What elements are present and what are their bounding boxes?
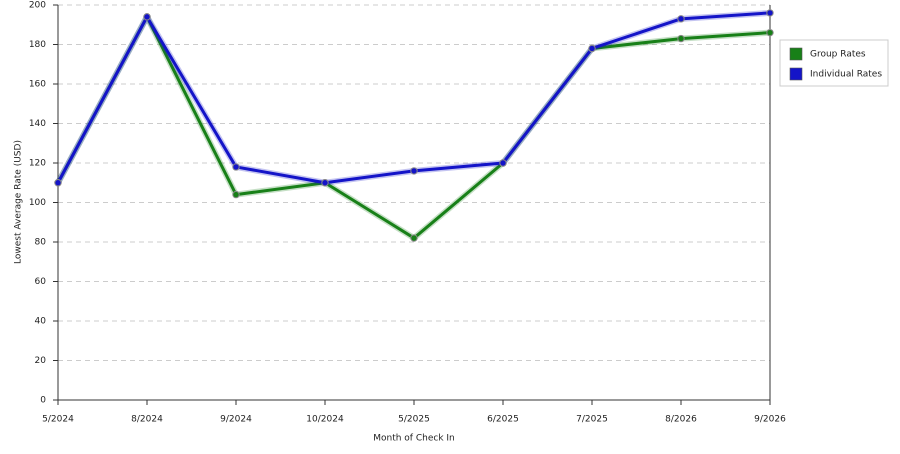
y-tick-label: 160 (29, 80, 46, 90)
y-tick-label: 60 (35, 277, 47, 287)
legend-swatch (789, 67, 803, 81)
legend-swatch (789, 47, 803, 61)
y-tick-label: 80 (35, 238, 47, 248)
y-tick-label: 40 (35, 317, 47, 327)
point (677, 34, 685, 43)
legend-label: Group Rates (810, 50, 866, 60)
point (321, 179, 329, 187)
x-tick-label: 5/2025 (398, 415, 430, 425)
x-tick-label: 9/2024 (220, 415, 252, 425)
y-tick-label: 180 (29, 40, 46, 50)
y-tick-label: 200 (29, 1, 46, 11)
point (588, 44, 596, 53)
point (410, 167, 418, 175)
point (766, 9, 774, 17)
x-tick-label: 5/2024 (42, 415, 74, 425)
x-tick-label: 9/2026 (754, 415, 786, 425)
point (499, 159, 507, 167)
y-tick-label: 140 (29, 119, 46, 129)
y-tick-label: 100 (29, 198, 46, 208)
point (677, 15, 685, 23)
point (232, 190, 240, 199)
x-axis-label: Month of Check In (373, 434, 455, 444)
y-axis-label: Lowest Average Rate (USD) (14, 140, 24, 264)
x-tick-label: 10/2024 (306, 415, 344, 425)
x-tick-label: 8/2024 (131, 415, 163, 425)
y-tick-label: 120 (29, 159, 46, 169)
point (232, 163, 240, 171)
point (766, 28, 774, 37)
point (143, 13, 151, 21)
point (54, 179, 62, 187)
y-tick-label: 20 (35, 356, 47, 366)
y-tick-label: 0 (40, 396, 46, 406)
legend-label: Individual Rates (810, 70, 882, 80)
x-tick-label: 8/2026 (665, 415, 697, 425)
x-tick-label: 6/2025 (487, 415, 519, 425)
point (410, 234, 418, 242)
x-tick-label: 7/2025 (576, 415, 608, 425)
